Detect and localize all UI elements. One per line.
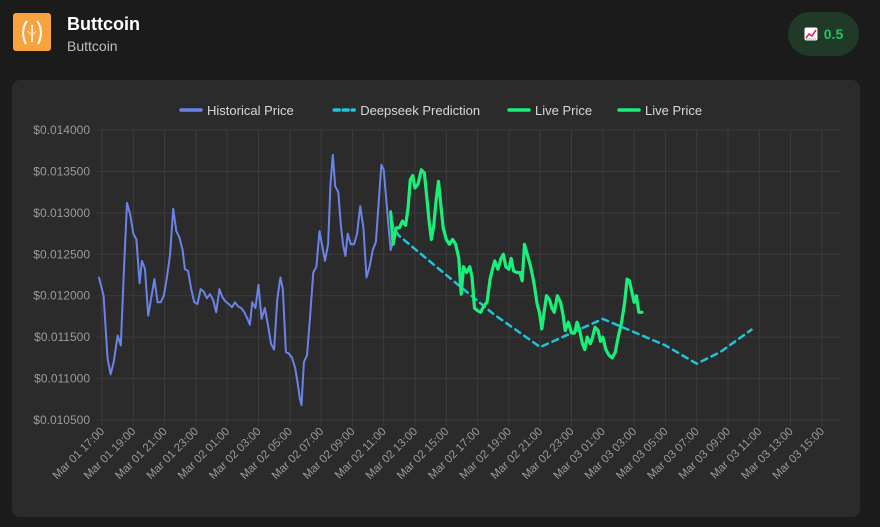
legend-label: Historical Price — [207, 103, 294, 118]
y-tick-label: $0.011500 — [34, 330, 90, 344]
y-tick-label: $0.010500 — [33, 413, 90, 427]
coin-name: Buttcoin — [67, 14, 140, 34]
chart-up-icon — [804, 27, 818, 41]
y-tick-label: $0.012500 — [33, 247, 90, 261]
chart-series — [97, 153, 753, 407]
y-tick-label: $0.013000 — [33, 206, 90, 220]
y-tick-label: $0.012000 — [33, 289, 90, 303]
coin-logo — [13, 13, 51, 51]
y-axis: $0.010500 $0.011000 $0.011500 $0.012000 $0.0… — [33, 123, 90, 427]
score-badge[interactable]: 0.5 — [788, 12, 859, 56]
series-line-2 — [389, 168, 644, 360]
series-line-1 — [389, 209, 753, 365]
legend-label: Live Price — [645, 103, 702, 118]
chart-grid — [97, 129, 840, 426]
legend-label: Live Price — [535, 103, 592, 118]
chart-legend: Historical Price Deepseek Prediction Live … — [179, 103, 702, 118]
score-value: 0.5 — [823, 26, 844, 42]
y-tick-label: $0.011000 — [34, 372, 90, 386]
price-chart: $0.010500 $0.011000 $0.011500 $0.012000 $0.0… — [33, 103, 840, 482]
series-line-0 — [97, 153, 398, 407]
coin-logo-art — [22, 20, 42, 45]
legend-label: Deepseek Prediction — [360, 103, 480, 118]
chart-panel: $0.010500 $0.011000 $0.011500 $0.012000 $0.0… — [12, 80, 860, 517]
coin-symbol: Buttcoin — [67, 38, 118, 54]
y-tick-label: $0.013500 — [33, 164, 90, 178]
coin-header: Buttcoin Buttcoin 0.5 — [0, 0, 880, 72]
y-tick-label: $0.014000 — [33, 123, 90, 137]
